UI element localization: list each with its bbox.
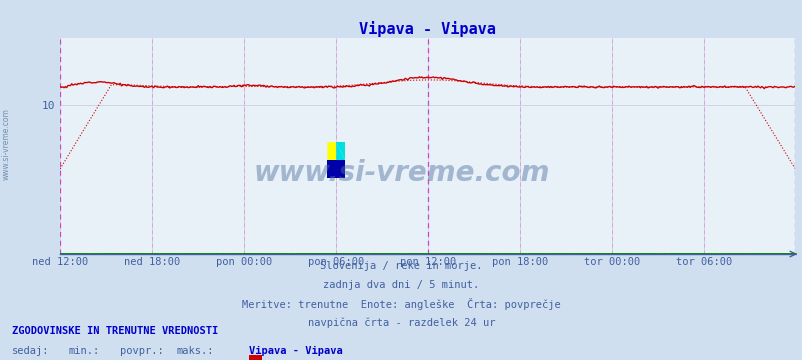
Text: navpična črta - razdelek 24 ur: navpična črta - razdelek 24 ur	[307, 317, 495, 328]
Text: min.:: min.:	[68, 346, 99, 356]
Text: www.si-vreme.com: www.si-vreme.com	[2, 108, 11, 180]
Text: maks.:: maks.:	[176, 346, 214, 356]
Polygon shape	[327, 142, 336, 160]
Text: Meritve: trenutne  Enote: angleške  Črta: povprečje: Meritve: trenutne Enote: angleške Črta: …	[242, 298, 560, 310]
Text: Slovenija / reke in morje.: Slovenija / reke in morje.	[320, 261, 482, 271]
Text: www.si-vreme.com: www.si-vreme.com	[253, 159, 549, 187]
Text: zadnja dva dni / 5 minut.: zadnja dva dni / 5 minut.	[323, 280, 479, 290]
Title: Vipava - Vipava: Vipava - Vipava	[358, 21, 496, 37]
Text: Vipava - Vipava: Vipava - Vipava	[249, 346, 342, 356]
Text: sedaj:: sedaj:	[12, 346, 50, 356]
Polygon shape	[327, 142, 336, 160]
Polygon shape	[336, 142, 345, 160]
Text: povpr.:: povpr.:	[120, 346, 164, 356]
Text: ZGODOVINSKE IN TRENUTNE VREDNOSTI: ZGODOVINSKE IN TRENUTNE VREDNOSTI	[12, 326, 218, 336]
Polygon shape	[336, 142, 345, 160]
Polygon shape	[327, 160, 345, 178]
